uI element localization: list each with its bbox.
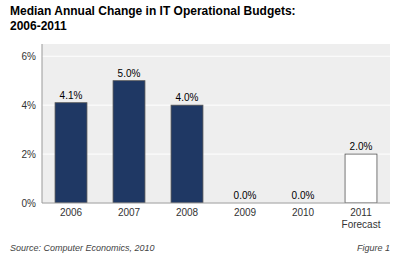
x-tick-label: 2009 <box>234 207 257 218</box>
x-tick-label: 2006 <box>60 207 83 218</box>
y-axis-line <box>42 44 43 203</box>
x-axis-line <box>42 203 390 204</box>
bar <box>113 81 145 203</box>
x-tick-label: 2007 <box>118 207 141 218</box>
text-line: 2006-2011 <box>10 19 67 33</box>
bars <box>55 81 377 203</box>
y-tick-label: 0% <box>22 198 37 209</box>
data-label: 2.0% <box>350 141 373 152</box>
annotation: Source: Computer Economics, 2010 <box>10 243 155 253</box>
text-line: Forecast <box>342 219 381 230</box>
x-tick-label: 2011Forecast <box>342 207 381 230</box>
x-tick-label: 2008 <box>176 207 199 218</box>
y-tick-label: 4% <box>22 100 37 111</box>
text-line: 2010 <box>292 207 315 218</box>
bar <box>55 103 87 203</box>
y-tick-label: 6% <box>22 51 37 62</box>
x-tick-label: 2010 <box>292 207 315 218</box>
data-label: 0.0% <box>234 190 257 201</box>
grid-line <box>42 203 390 204</box>
title: Median Annual Change in IT Operational B… <box>10 4 296 33</box>
grid-line <box>42 56 390 57</box>
plot-background <box>42 44 390 203</box>
text-line: Median Annual Change in IT Operational B… <box>10 4 296 18</box>
grid-line <box>42 154 390 155</box>
data-label: 4.0% <box>176 92 199 103</box>
y-tick-label: 2% <box>22 149 37 160</box>
text-line: 2006 <box>60 207 83 218</box>
text-line: 2011 <box>350 207 372 218</box>
chart: 0% 2% 4% 6% 4.1% 5.0% 4.0% 0.0% 0.0% 2.0% 2006 2007… <box>0 0 400 257</box>
data-label: 4.1% <box>60 90 83 101</box>
annotation: Figure 1 <box>357 243 390 253</box>
grid-line <box>42 105 390 106</box>
bar <box>171 105 203 203</box>
bar <box>345 154 377 203</box>
text-line: 2009 <box>234 207 257 218</box>
text-line: 2007 <box>118 207 141 218</box>
data-label: 5.0% <box>118 68 141 79</box>
text-line: 2008 <box>176 207 199 218</box>
chart-container: 0% 2% 4% 6% 4.1% 5.0% 4.0% 0.0% 0.0% 2.0% 2006 2007… <box>0 0 400 257</box>
data-label: 0.0% <box>292 190 315 201</box>
